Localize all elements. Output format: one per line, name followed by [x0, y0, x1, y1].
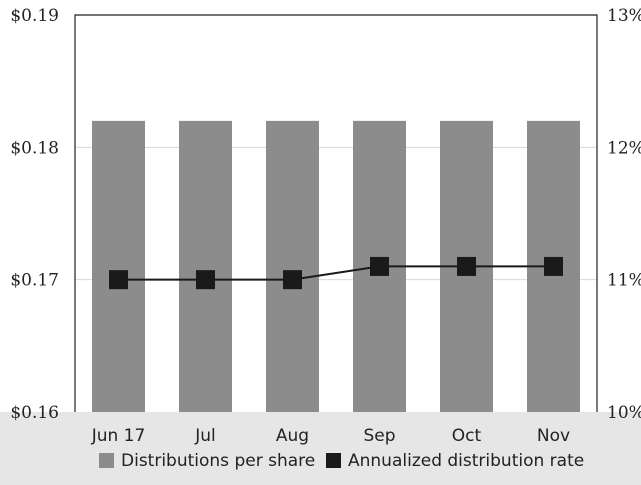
legend-label-distributions: Distributions per share [121, 451, 315, 471]
right-tick-label: 13% [607, 6, 641, 26]
rate-marker [196, 270, 215, 290]
left-tick-label: $0.17 [10, 271, 59, 291]
rate-marker [370, 256, 389, 276]
x-tick-label: Nov [537, 426, 570, 446]
x-tick-label: Oct [452, 426, 482, 446]
left-tick-label: $0.16 [10, 403, 59, 423]
right-tick-label: 12% [607, 138, 641, 158]
right-tick-label: 11% [607, 271, 641, 291]
left-tick-label: $0.19 [10, 6, 59, 26]
rate-marker [457, 256, 476, 276]
legend-swatch-distributions [99, 453, 114, 468]
x-tick-label: Sep [363, 426, 395, 446]
rate-marker [544, 256, 563, 276]
rate-marker [283, 270, 302, 290]
x-tick-label: Jul [194, 426, 216, 446]
bar [179, 120, 232, 412]
left-tick-label: $0.18 [10, 138, 59, 158]
legend-swatch-rate [326, 453, 341, 468]
rate-line [118, 265, 554, 281]
right-tick-label: 10% [607, 403, 641, 423]
rate-marker [109, 270, 128, 290]
x-tick-label: Jun 17 [91, 426, 146, 446]
legend-label-rate: Annualized distribution rate [348, 451, 584, 471]
x-axis-band [0, 412, 641, 485]
bar [266, 120, 319, 412]
plot-frame [74, 14, 598, 412]
bar [92, 120, 145, 412]
x-tick-label: Aug [276, 426, 309, 446]
